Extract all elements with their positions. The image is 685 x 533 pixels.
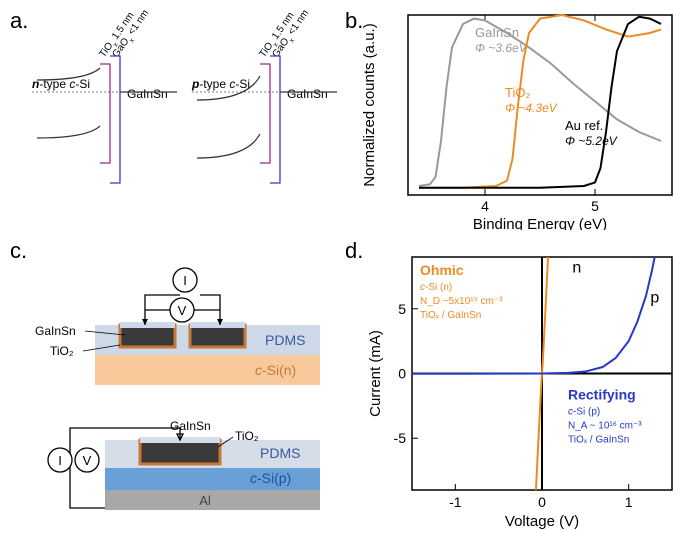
svg-text:GaInSn: GaInSn xyxy=(35,324,76,338)
svg-text:p-type c-Si: p-type c-Si xyxy=(191,77,250,91)
svg-text:5: 5 xyxy=(398,301,406,317)
svg-text:GaInSn: GaInSn xyxy=(170,419,211,433)
svg-text:TiOₓ / GaInSn: TiOₓ / GaInSn xyxy=(568,434,629,445)
svg-text:c-Si (p): c-Si (p) xyxy=(568,406,600,417)
svg-text:TiO₂: TiO₂ xyxy=(505,85,531,100)
svg-text:-1: -1 xyxy=(449,494,462,510)
svg-text:Au ref.: Au ref. xyxy=(565,118,603,133)
svg-text:TiOₓ / GaInSn: TiOₓ / GaInSn xyxy=(420,310,481,321)
svg-text:V: V xyxy=(83,453,92,468)
panel-label-a: a. xyxy=(10,8,28,34)
svg-text:I: I xyxy=(183,273,187,288)
svg-text:Φ ~5.2eV: Φ ~5.2eV xyxy=(565,134,618,148)
svg-text:N_D ~5x10¹⁵ cm⁻³: N_D ~5x10¹⁵ cm⁻³ xyxy=(420,296,503,307)
svg-text:PDMS: PDMS xyxy=(265,332,305,348)
panel-label-d: d. xyxy=(345,238,363,264)
svg-text:Binding Energy (eV): Binding Energy (eV) xyxy=(473,216,607,230)
panel-b-chart: 4 5 GaInSnΦ ~3.6eV TiO₂Φ ~4.3eV Au ref.Φ ~5.… xyxy=(360,5,680,230)
panel-d-chart: -1 0 1 -5 0 5 n p Ohmic c-Si (n) N_D ~5x10¹⁵ cm⁻³ T… xyxy=(362,245,682,530)
svg-text:1: 1 xyxy=(625,494,633,510)
svg-text:PDMS: PDMS xyxy=(260,445,300,461)
svg-text:Rectifying: Rectifying xyxy=(568,386,636,402)
svg-text:4: 4 xyxy=(481,198,489,214)
svg-text:Current (mA): Current (mA) xyxy=(367,330,384,417)
svg-text:c-Si(p): c-Si(p) xyxy=(250,470,291,486)
panel-c-schematic: IVPDMSc-Si(n)GaInSnTiO₂IVGaInSnTiO₂PDMSc… xyxy=(20,250,340,530)
svg-text:-5: -5 xyxy=(394,430,407,446)
svg-text:c-Si(n): c-Si(n) xyxy=(255,362,296,378)
panel-a-diagram: TiOx 1.5 nmGaOx <1 nmn-type c-SiGaInSnTi… xyxy=(30,8,340,208)
svg-text:GaInSn: GaInSn xyxy=(475,25,519,40)
svg-text:5: 5 xyxy=(591,198,599,214)
svg-text:Normalized counts (a.u.): Normalized counts (a.u.) xyxy=(361,23,378,186)
svg-text:TiO₂: TiO₂ xyxy=(50,344,74,358)
svg-text:Voltage (V): Voltage (V) xyxy=(505,513,579,530)
svg-text:0: 0 xyxy=(538,494,546,510)
svg-text:Al: Al xyxy=(199,493,211,508)
svg-text:I: I xyxy=(58,453,62,468)
svg-text:Φ ~3.6eV: Φ ~3.6eV xyxy=(475,41,528,55)
svg-text:N_A ~ 10¹⁶ cm⁻³: N_A ~ 10¹⁶ cm⁻³ xyxy=(568,420,642,431)
svg-text:GaInSn: GaInSn xyxy=(127,87,168,101)
svg-text:GaInSn: GaInSn xyxy=(287,87,328,101)
svg-text:0: 0 xyxy=(398,366,406,382)
svg-text:n: n xyxy=(572,260,581,277)
svg-text:V: V xyxy=(178,303,187,318)
svg-text:TiO₂: TiO₂ xyxy=(235,429,259,443)
svg-text:Ohmic: Ohmic xyxy=(420,262,464,278)
svg-text:Φ ~4.3eV: Φ ~4.3eV xyxy=(505,101,558,115)
svg-text:c-Si (n): c-Si (n) xyxy=(420,282,452,293)
svg-text:p: p xyxy=(650,289,659,306)
